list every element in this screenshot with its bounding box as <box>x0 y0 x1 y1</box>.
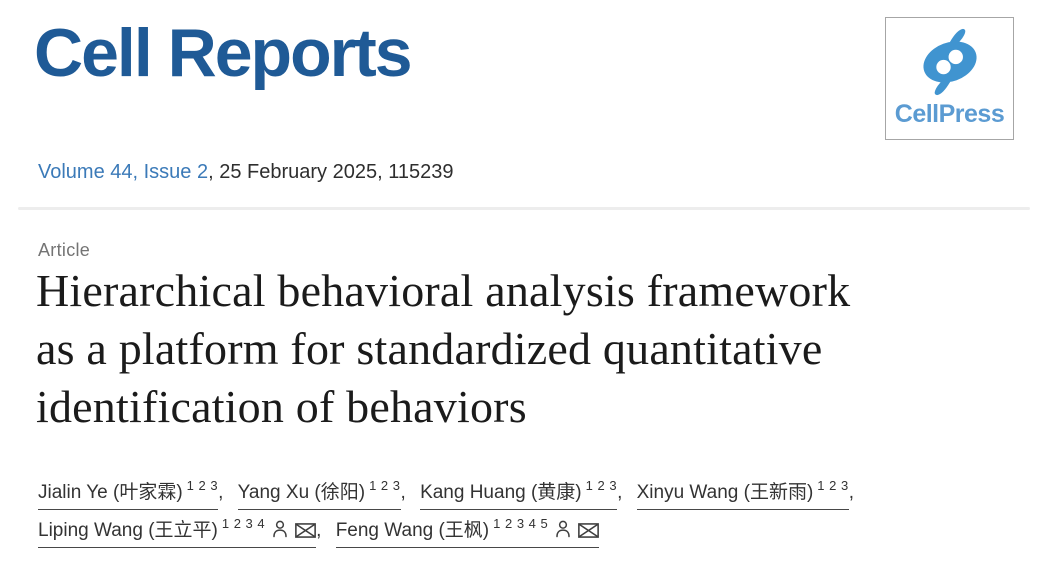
author-affiliation-superscripts: 1 2 3 <box>585 477 618 493</box>
author-affiliation-superscripts: 1 2 3 4 <box>221 515 266 531</box>
author-link-jialin-ye[interactable]: Jialin Ye (叶家霖) 1 2 3 <box>38 477 219 510</box>
author-list: Jialin Ye (叶家霖) 1 2 3, Yang Xu (徐阳) 1 2 3,… <box>38 479 854 555</box>
title-line: Hierarchical behavioral analysis framewo… <box>36 265 851 316</box>
volume-issue-link[interactable]: Volume 44, Issue 2 <box>38 161 209 183</box>
author-name: Yang Xu (徐阳) <box>237 482 366 503</box>
author-name: Xinyu Wang (王新雨) <box>636 482 814 503</box>
author-name: Feng Wang (王枫) <box>335 520 490 541</box>
author-separator: , <box>316 520 322 541</box>
author-name: Kang Huang (黄康) <box>420 482 582 503</box>
issue-date-text: , 25 February 2025, 115239 <box>208 161 454 183</box>
author-link-kang-huang[interactable]: Kang Huang (黄康) 1 2 3 <box>420 477 618 510</box>
author-affiliation-superscripts: 1 2 3 <box>186 477 219 493</box>
author-separator: , <box>400 482 406 503</box>
author-profile-icon[interactable] <box>272 519 288 538</box>
issue-line: Volume 44, Issue 2, 25 February 2025, 11… <box>38 161 453 184</box>
author-link-xinyu-wang[interactable]: Xinyu Wang (王新雨) 1 2 3 <box>636 477 849 510</box>
section-divider <box>18 207 1030 210</box>
author-link-feng-wang[interactable]: Feng Wang (王枫) 1 2 3 4 5 <box>335 515 600 548</box>
title-line: identification of behaviors <box>36 381 527 432</box>
author-name: Jialin Ye (叶家霖) <box>38 482 183 503</box>
publisher-logo[interactable]: CellPress <box>885 17 1014 140</box>
author-separator: , <box>848 482 854 503</box>
cellpress-swirl-icon <box>921 28 978 96</box>
author-list-line-2: Liping Wang (王立平) 1 2 3 4, Feng Wang (王枫)… <box>38 517 854 548</box>
author-link-yang-xu[interactable]: Yang Xu (徐阳) 1 2 3 <box>237 477 401 510</box>
title-line: as a platform for standardized quantitat… <box>36 323 823 374</box>
article-type-label: Article <box>38 240 91 260</box>
author-separator: , <box>218 482 224 503</box>
author-profile-icon[interactable] <box>555 519 571 538</box>
email-author-icon[interactable] <box>578 523 600 538</box>
author-link-liping-wang[interactable]: Liping Wang (王立平) 1 2 3 4 <box>38 515 317 548</box>
author-list-line-1: Jialin Ye (叶家霖) 1 2 3, Yang Xu (徐阳) 1 2 3,… <box>38 479 854 510</box>
author-separator: , <box>617 482 623 503</box>
article-title: Hierarchical behavioral analysis framewo… <box>36 262 1026 436</box>
author-affiliation-superscripts: 1 2 3 <box>369 477 401 493</box>
journal-logo[interactable]: Cell Reports <box>34 15 413 91</box>
author-name: Liping Wang (王立平) <box>38 520 218 541</box>
author-affiliation-superscripts: 1 2 3 <box>817 477 849 493</box>
email-author-icon[interactable] <box>295 523 317 538</box>
publisher-name: CellPress <box>894 100 1005 128</box>
author-affiliation-superscripts: 1 2 3 4 5 <box>493 515 549 531</box>
